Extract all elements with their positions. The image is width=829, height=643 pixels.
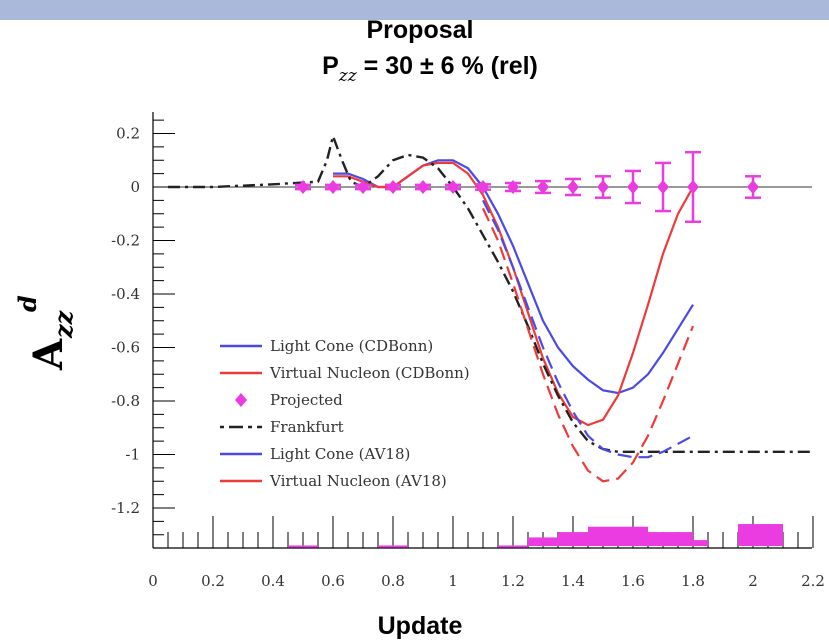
x-tick-label: 1.2 <box>501 572 525 590</box>
y-tick-label: -1 <box>125 446 140 464</box>
projected-point <box>627 180 639 194</box>
y-label-subscript: zz <box>49 309 78 339</box>
x-tick-label: 0.8 <box>381 572 405 590</box>
systematic-band-bar <box>558 532 588 546</box>
x-tick-label: 1.6 <box>621 572 645 590</box>
systematic-band-bar <box>648 532 693 546</box>
y-tick-label: 0 <box>130 178 140 196</box>
x-tick-label: 0 <box>148 572 158 590</box>
legend-label: Virtual Nucleon (CDBonn) <box>269 364 470 382</box>
systematic-band-bar <box>618 526 648 546</box>
y-tick-label: -1.2 <box>111 499 140 517</box>
projected-point <box>477 180 489 194</box>
legend-label: Light Cone (CDBonn) <box>270 337 433 355</box>
legend-label: Projected <box>270 391 343 409</box>
series-line <box>482 199 694 459</box>
systematic-band-bar <box>528 537 558 546</box>
systematic-band-bar <box>693 540 708 546</box>
x-tick-label: 1 <box>448 572 458 590</box>
subtitle-rest: = 30 ± 6 % (rel) <box>356 52 538 80</box>
projected-point <box>747 180 759 194</box>
x-tick-label: 1.4 <box>561 572 585 590</box>
y-label-superscript: d <box>13 295 42 312</box>
y-tick-label: -0.4 <box>111 285 140 303</box>
projected-point <box>357 180 369 194</box>
legend: Light Cone (CDBonn) Virtual Nucleon (CDBo… <box>220 337 470 490</box>
projected-point <box>297 180 309 194</box>
projected-point <box>447 180 459 194</box>
systematic-band-bar <box>288 545 318 548</box>
x-tick-label: 2 <box>748 572 758 590</box>
systematic-bands <box>288 524 783 548</box>
y-axis-label: A zz d <box>13 295 78 371</box>
projected-point <box>507 180 519 194</box>
series-line <box>168 132 813 453</box>
projected-point <box>687 180 699 194</box>
subtitle-main: P <box>322 52 339 80</box>
projected-point <box>537 180 549 194</box>
y-tick-label: -0.8 <box>111 392 140 410</box>
axes-group: 0 0.2 0.4 0.6 0.8 1 1.2 1.4 1.6 1.8 2 2.2 0.2 0 -0.2 -0… <box>111 112 825 590</box>
series-line <box>482 207 695 483</box>
legend-label: Frankfurt <box>270 418 344 436</box>
projected-point <box>567 180 579 194</box>
x-tick-label: 2.2 <box>801 572 825 590</box>
systematic-band-bar <box>498 545 528 548</box>
series-line <box>333 159 694 395</box>
projected-points <box>295 150 761 224</box>
projected-point <box>417 180 429 194</box>
projected-point <box>327 180 339 194</box>
projected-point <box>657 180 669 194</box>
x-tick-label: 0.4 <box>261 572 285 590</box>
systematic-band-bar <box>738 524 783 546</box>
projected-point <box>387 180 399 194</box>
systematic-band-bar <box>378 545 408 548</box>
y-tick-label: -0.2 <box>111 232 140 250</box>
chart-title: Proposal <box>366 16 474 44</box>
series-lines <box>168 132 813 483</box>
x-axis-label: Update <box>377 612 463 640</box>
x-tick-label: 0.6 <box>321 572 345 590</box>
legend-swatch <box>235 393 247 407</box>
y-tick-label: -0.6 <box>111 339 140 357</box>
legend-label: Light Cone (AV18) <box>270 445 410 463</box>
projected-point <box>597 180 609 194</box>
x-tick-label: 1.8 <box>681 572 705 590</box>
y-label-main: A <box>25 338 72 371</box>
chart-subtitle: Pzz = 30 ± 6 % (rel) <box>230 52 630 86</box>
subtitle-subscript: zz <box>338 66 357 86</box>
legend-label: Virtual Nucleon (AV18) <box>269 472 447 490</box>
x-tick-label: 0.2 <box>201 572 225 590</box>
top-banner-bar <box>0 0 829 20</box>
y-tick-label: 0.2 <box>116 125 140 143</box>
systematic-band-bar <box>588 526 618 546</box>
